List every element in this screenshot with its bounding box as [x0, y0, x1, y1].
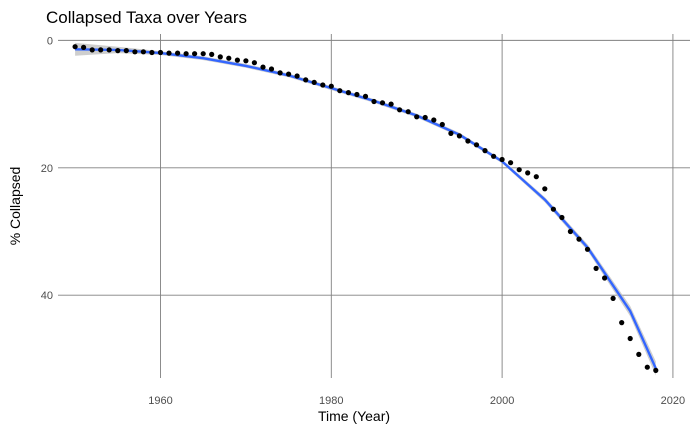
- x-axis-title: Time (Year): [318, 408, 390, 424]
- data-point: [277, 70, 283, 76]
- data-point: [482, 148, 488, 154]
- data-point: [251, 60, 257, 66]
- data-point: [422, 114, 428, 121]
- data-point: [465, 138, 471, 144]
- data-point: [533, 174, 539, 180]
- x-tick-label: 1980: [319, 395, 343, 407]
- data-point: [200, 51, 206, 57]
- data-point: [405, 109, 411, 115]
- data-point: [636, 351, 642, 357]
- data-point: [542, 186, 548, 192]
- data-point: [328, 83, 334, 89]
- data-point: [132, 49, 138, 55]
- data-point: [610, 295, 616, 301]
- data-point: [354, 91, 360, 98]
- data-point: [414, 114, 420, 120]
- y-tick-label: 40: [41, 290, 53, 302]
- data-point: [106, 47, 112, 53]
- data-point: [431, 117, 437, 123]
- data-point: [311, 79, 317, 85]
- data-point: [516, 167, 522, 173]
- data-point: [166, 50, 172, 56]
- data-point: [149, 49, 155, 56]
- data-point: [508, 160, 514, 166]
- data-point: [286, 71, 292, 77]
- data-point: [81, 44, 87, 51]
- data-point: [397, 107, 403, 113]
- data-point: [226, 55, 232, 61]
- x-tick-label: 1960: [148, 395, 172, 407]
- chart-title: Collapsed Taxa over Years: [46, 8, 247, 27]
- data-point: [89, 47, 95, 53]
- data-point: [320, 82, 326, 88]
- data-point: [234, 57, 240, 63]
- confidence-ribbon-layer: [75, 42, 656, 376]
- data-point: [593, 265, 599, 271]
- data-point: [371, 98, 377, 105]
- tick-labels: 1960 1980 2000 2020 0 20 40: [41, 35, 685, 407]
- y-axis-title: % Collapsed: [7, 167, 23, 246]
- data-point: [72, 44, 78, 50]
- data-point: [183, 51, 189, 57]
- data-point: [345, 90, 351, 96]
- data-point: [627, 335, 633, 342]
- data-point: [175, 50, 181, 56]
- data-point: [157, 49, 164, 56]
- data-point: [525, 170, 531, 176]
- data-point: [473, 142, 480, 148]
- data-point: [499, 156, 505, 163]
- data-point: [217, 54, 223, 60]
- data-point: [550, 206, 557, 212]
- confidence-ribbon: [75, 42, 656, 376]
- data-point: [268, 66, 275, 72]
- data-point: [576, 236, 582, 242]
- data-point: [644, 364, 650, 370]
- data-point: [559, 214, 565, 221]
- data-point: [439, 121, 445, 128]
- data-point: [294, 73, 300, 79]
- data-point: [456, 133, 462, 139]
- data-point: [567, 228, 574, 235]
- data-point: [98, 47, 104, 53]
- data-point: [140, 49, 146, 55]
- data-point: [388, 101, 394, 107]
- data-point: [619, 320, 625, 326]
- data-point: [209, 51, 215, 58]
- x-tick-label: 2020: [661, 395, 685, 407]
- x-tick-label: 2000: [490, 395, 514, 407]
- grid: [58, 34, 690, 378]
- data-point: [653, 367, 659, 373]
- data-points: [72, 44, 659, 373]
- data-point: [362, 93, 369, 99]
- data-point: [243, 58, 249, 64]
- data-point: [260, 64, 266, 70]
- data-point: [584, 246, 591, 252]
- data-point: [192, 51, 198, 57]
- data-point: [115, 48, 121, 54]
- data-point: [491, 153, 497, 159]
- data-point: [379, 100, 386, 106]
- y-tick-label: 0: [47, 35, 53, 47]
- data-point: [448, 130, 454, 136]
- data-point: [123, 48, 129, 54]
- y-tick-label: 20: [41, 163, 53, 175]
- data-point: [602, 275, 608, 281]
- data-point: [337, 88, 343, 94]
- data-point: [303, 77, 309, 83]
